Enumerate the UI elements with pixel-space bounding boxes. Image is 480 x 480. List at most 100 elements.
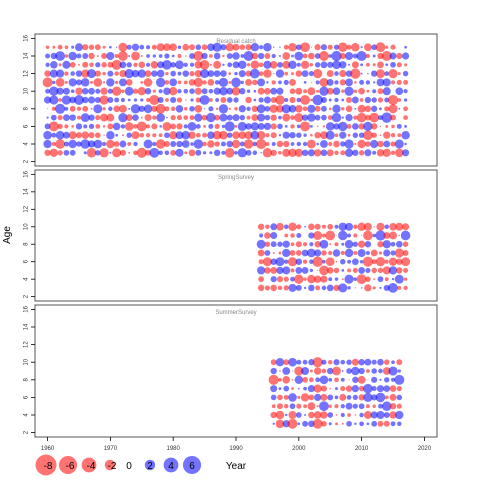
bubble	[213, 87, 221, 95]
bubble	[377, 276, 384, 283]
bubble	[372, 404, 376, 408]
bubble	[277, 241, 283, 247]
bubble	[388, 104, 398, 114]
bubble	[309, 125, 313, 128]
bubble	[341, 116, 344, 119]
bubble	[90, 80, 94, 84]
bubble	[106, 139, 115, 149]
bubble	[47, 108, 49, 110]
bubble	[296, 141, 301, 147]
bubble	[320, 97, 327, 103]
bubble	[151, 70, 158, 77]
bubble	[56, 69, 65, 78]
y-tick-label: 10	[24, 87, 30, 94]
bubble	[290, 276, 295, 282]
bubble	[365, 114, 371, 121]
bubble	[275, 69, 285, 78]
bubble	[238, 131, 247, 140]
bubble	[326, 87, 334, 95]
bubble	[308, 394, 315, 401]
bubble	[384, 377, 390, 383]
bubble	[367, 72, 369, 75]
bubble	[188, 79, 196, 86]
bubble	[365, 369, 370, 373]
bubble	[57, 123, 63, 130]
bubble	[291, 378, 294, 381]
bubble	[390, 241, 396, 247]
bubble	[365, 404, 370, 409]
bubble	[232, 52, 240, 60]
bubble	[49, 69, 58, 78]
bubble	[395, 410, 404, 420]
bubble	[226, 97, 233, 103]
y-tick-label: 12	[24, 205, 30, 212]
bubble	[106, 52, 115, 60]
bubble	[231, 139, 241, 149]
bubble	[346, 395, 352, 400]
bubble	[400, 230, 411, 241]
bubble	[315, 80, 320, 85]
bubble	[327, 223, 334, 230]
bubble	[119, 78, 127, 87]
bubble	[133, 98, 138, 102]
bubble	[119, 140, 127, 148]
bubble	[164, 80, 170, 85]
bubble	[397, 369, 401, 373]
bubble	[296, 97, 302, 103]
bubble	[367, 379, 369, 381]
bubble	[55, 77, 65, 87]
bubble	[388, 68, 398, 79]
bubble	[164, 150, 170, 156]
bubble	[275, 419, 285, 429]
bubble	[106, 113, 115, 122]
bubble	[312, 256, 323, 267]
bubble	[356, 274, 367, 285]
bubble	[335, 422, 338, 426]
bubble	[258, 276, 265, 283]
bubble	[312, 418, 323, 429]
bubble	[375, 392, 386, 403]
bubble	[363, 383, 373, 394]
bubble	[278, 251, 282, 255]
bubble	[383, 249, 391, 257]
bubble	[309, 268, 314, 273]
bubble	[283, 79, 289, 85]
bubble	[288, 148, 297, 157]
bubble	[133, 62, 138, 67]
bubble	[188, 149, 196, 157]
bubble	[184, 151, 188, 155]
x-tick-label: 2000	[292, 446, 306, 452]
bubble	[351, 96, 359, 104]
bubble	[310, 133, 313, 137]
bubble	[338, 42, 348, 52]
bubble	[270, 411, 277, 419]
bubble	[357, 139, 366, 149]
bubble	[318, 51, 329, 61]
bubble	[169, 78, 178, 87]
bubble	[359, 79, 365, 85]
bubble	[377, 88, 384, 95]
bubble	[388, 282, 398, 293]
bubble	[354, 107, 357, 110]
bubble	[381, 401, 392, 411]
bubble	[338, 121, 348, 132]
bubble	[302, 420, 309, 427]
bubble	[107, 123, 114, 130]
bubble	[351, 258, 359, 266]
bubble	[379, 286, 382, 289]
bubble	[119, 149, 127, 156]
bubble	[335, 414, 338, 416]
bubble	[363, 230, 373, 241]
bubble	[238, 60, 247, 70]
bubble	[107, 70, 114, 77]
bubble	[164, 106, 170, 112]
bubble	[55, 103, 66, 114]
bubble	[262, 148, 273, 158]
bubble	[124, 122, 134, 131]
bubble	[150, 61, 159, 69]
bubble	[270, 394, 277, 401]
bubble	[385, 63, 389, 67]
bubble	[115, 46, 118, 48]
bubble	[258, 259, 264, 265]
